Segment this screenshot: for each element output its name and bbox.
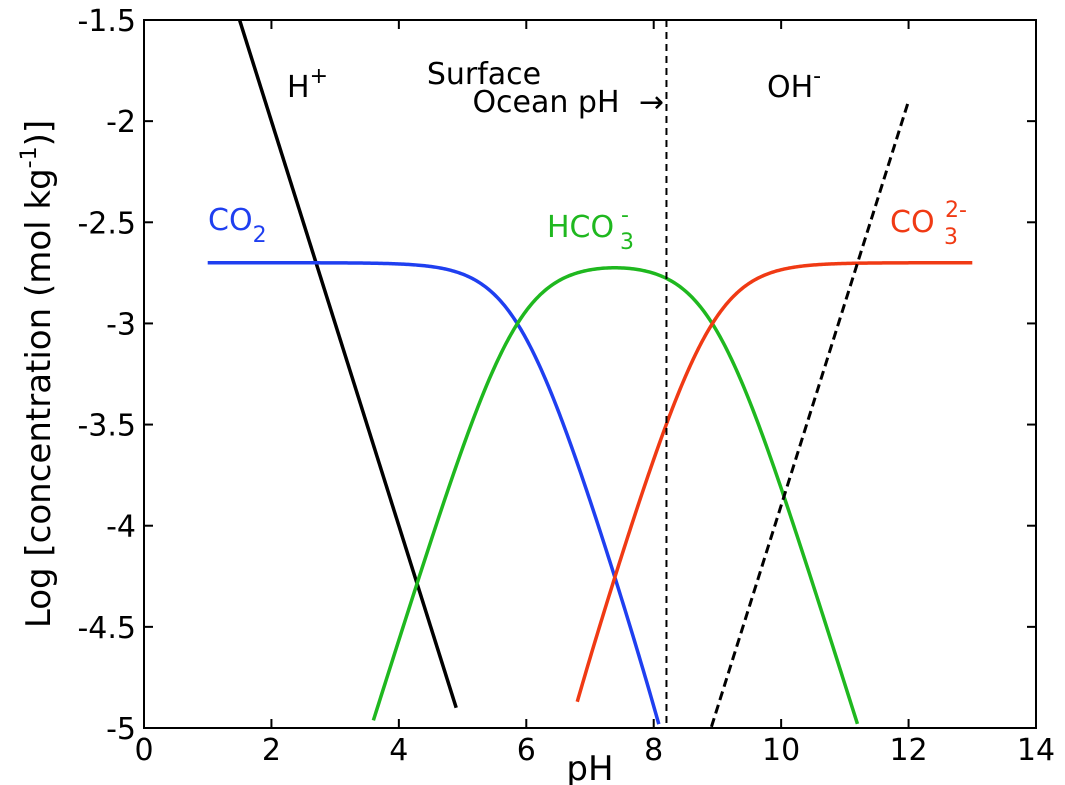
x-tick-label: 4 xyxy=(389,733,408,768)
series-line-h xyxy=(237,19,458,709)
series-line-oh xyxy=(710,100,911,728)
axis-ticks: 0 2 4 6 8 10 12 14 -1.5 -2 -2.5 -3 -3.5 -4 -4.5 -5 xyxy=(77,4,1055,768)
series-lines xyxy=(207,19,973,728)
series-line-co2 xyxy=(207,260,661,725)
annotation-arrow: → xyxy=(639,85,664,120)
y-tick-label: -4 xyxy=(106,510,136,545)
plot-frame xyxy=(143,19,1037,729)
x-axis-label: pH xyxy=(566,749,613,785)
annotation-co3: CO 32- xyxy=(890,198,967,250)
y-tick-label: -2.5 xyxy=(77,206,136,241)
x-tick-label: 2 xyxy=(262,733,281,768)
x-tick-label: 10 xyxy=(762,733,800,768)
x-tick-label: 6 xyxy=(517,733,536,768)
x-tick-label: 0 xyxy=(134,733,153,768)
x-tick-label: 12 xyxy=(889,733,927,768)
annotation-surface-line1: Surface xyxy=(427,57,541,92)
series-line-hco3 xyxy=(371,266,860,725)
y-axis-label: Log [concentration (mol kg-1)] xyxy=(17,120,59,628)
x-tick-label: 14 xyxy=(1017,733,1055,768)
annotation-hco3: HCO 3- xyxy=(547,203,634,255)
annotation-h-plus: H+ xyxy=(287,64,328,105)
y-tick-label: -4.5 xyxy=(77,611,136,646)
y-tick-label: -3.5 xyxy=(77,409,136,444)
annotation-oh-minus: OH- xyxy=(767,64,821,105)
series-line-co3 xyxy=(575,261,973,703)
x-tick-label: 8 xyxy=(644,733,663,768)
annotation-co2: CO2 xyxy=(208,203,267,248)
y-tick-label: -1.5 xyxy=(77,4,136,39)
plot-area xyxy=(144,20,1036,728)
y-tick-label: -2 xyxy=(106,105,136,140)
annotation-surface-line2: Ocean pH xyxy=(472,85,619,120)
y-tick-label: -5 xyxy=(106,712,136,747)
y-tick-label: -3 xyxy=(106,307,136,342)
